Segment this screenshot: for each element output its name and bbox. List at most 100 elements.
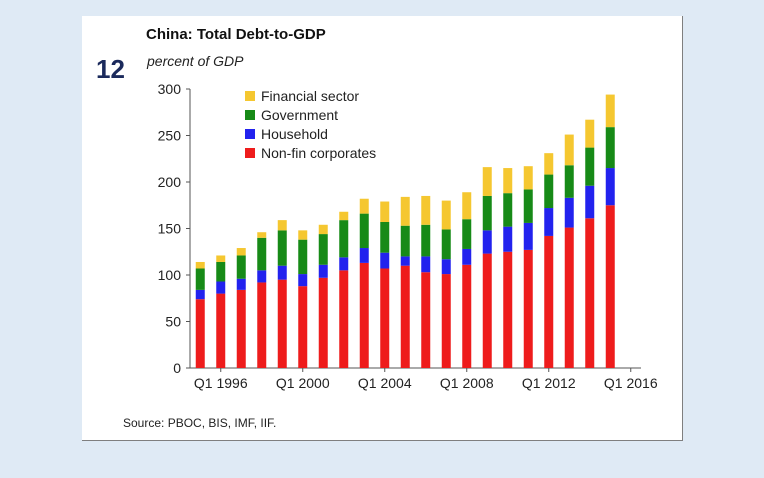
bar-financial-sector-2005: [400, 196, 410, 226]
legend-label: Financial sector: [261, 88, 359, 104]
bar-government-2000: [298, 239, 308, 275]
bar-financial-sector-1998: [257, 232, 267, 238]
bar-government-2011: [523, 189, 533, 223]
bar-non-fin-corporates-2001: [318, 277, 328, 368]
bar-government-2004: [380, 221, 390, 253]
bar-government-2005: [400, 225, 410, 257]
bar-household-1997: [236, 278, 246, 290]
y-tick-label: 0: [173, 360, 181, 376]
bar-household-1999: [277, 265, 287, 280]
x-tick-label: Q1 1996: [194, 375, 248, 391]
bar-household-2015: [605, 168, 615, 206]
bar-non-fin-corporates-2007: [441, 274, 451, 368]
bar-government-1998: [257, 237, 267, 271]
bar-financial-sector-2002: [339, 211, 349, 221]
bar-financial-sector-2011: [523, 166, 533, 190]
bar-non-fin-corporates-2015: [605, 205, 615, 368]
bar-government-2015: [605, 127, 615, 169]
bar-government-2009: [482, 195, 492, 231]
bar-non-fin-corporates-2000: [298, 286, 308, 368]
y-tick-label: 200: [158, 174, 182, 190]
bar-household-2010: [503, 226, 513, 252]
chart-subtitle: percent of GDP: [147, 53, 244, 69]
bar-household-2009: [482, 230, 492, 254]
y-tick-label: 250: [158, 128, 182, 144]
bar-financial-sector-1997: [236, 248, 246, 256]
bar-financial-sector-2008: [462, 192, 472, 220]
bar-government-1995: [195, 268, 205, 290]
bar-financial-sector-2015: [605, 94, 615, 128]
bar-non-fin-corporates-1997: [236, 289, 246, 368]
bar-financial-sector-1999: [277, 220, 287, 231]
bar-government-2013: [564, 165, 574, 198]
legend-swatch: [245, 91, 255, 101]
x-tick-label: Q1 2000: [276, 375, 330, 391]
bar-household-2001: [318, 264, 328, 278]
bar-financial-sector-2001: [318, 224, 328, 235]
bar-financial-sector-2000: [298, 230, 308, 240]
bar-household-1995: [195, 289, 205, 300]
bar-household-2007: [441, 259, 451, 275]
bar-government-2002: [339, 220, 349, 258]
bar-household-2006: [421, 256, 431, 273]
bar-non-fin-corporates-1999: [277, 279, 287, 368]
bar-financial-sector-2010: [503, 168, 513, 194]
bar-financial-sector-1995: [195, 261, 205, 269]
bar-non-fin-corporates-1995: [195, 299, 205, 368]
bar-non-fin-corporates-2003: [359, 262, 369, 368]
bar-government-2008: [462, 219, 472, 249]
source-note: Source: PBOC, BIS, IMF, IIF.: [123, 416, 277, 430]
bar-government-1997: [236, 255, 246, 279]
legend-swatch: [245, 148, 255, 158]
bar-non-fin-corporates-2011: [523, 249, 533, 368]
legend-label: Non-fin corporates: [261, 145, 376, 161]
x-tick-label: Q1 2016: [604, 375, 658, 391]
bar-household-1998: [257, 270, 267, 283]
bar-non-fin-corporates-2013: [564, 227, 574, 368]
bar-non-fin-corporates-2014: [585, 218, 595, 368]
bar-household-2014: [585, 185, 595, 219]
bar-non-fin-corporates-2009: [482, 253, 492, 368]
y-tick-label: 150: [158, 221, 182, 237]
bar-government-2014: [585, 147, 595, 186]
bar-household-2013: [564, 197, 574, 228]
bar-household-2011: [523, 222, 533, 250]
x-tick-label: Q1 2008: [440, 375, 494, 391]
y-tick-label: 300: [158, 81, 182, 97]
bar-government-2001: [318, 234, 328, 265]
bar-non-fin-corporates-2006: [421, 272, 431, 368]
bar-household-2000: [298, 274, 308, 287]
bar-household-2003: [359, 248, 369, 263]
bar-financial-sector-2012: [544, 153, 554, 175]
x-tick-label: Q1 2012: [522, 375, 576, 391]
bar-household-1996: [216, 281, 226, 294]
legend-label: Government: [261, 107, 338, 123]
bar-household-2004: [380, 252, 390, 269]
bar-household-2012: [544, 208, 554, 236]
bar-non-fin-corporates-2012: [544, 235, 554, 368]
bar-non-fin-corporates-2002: [339, 270, 349, 368]
bar-government-2007: [441, 229, 451, 260]
bar-financial-sector-2007: [441, 200, 451, 230]
bar-government-2012: [544, 174, 554, 209]
bar-financial-sector-2013: [564, 134, 574, 166]
bar-non-fin-corporates-1996: [216, 293, 226, 368]
bar-non-fin-corporates-2010: [503, 251, 513, 368]
bar-non-fin-corporates-2004: [380, 268, 390, 368]
bar-non-fin-corporates-1998: [257, 282, 267, 368]
bar-financial-sector-1996: [216, 255, 226, 262]
bar-household-2005: [400, 256, 410, 266]
chart-title: China: Total Debt-to-GDP: [146, 26, 326, 43]
bar-financial-sector-2009: [482, 167, 492, 196]
bar-financial-sector-2014: [585, 119, 595, 148]
bar-financial-sector-2003: [359, 198, 369, 214]
bar-non-fin-corporates-2008: [462, 264, 472, 368]
bar-government-2003: [359, 213, 369, 249]
bar-household-2008: [462, 248, 472, 265]
bar-non-fin-corporates-2005: [400, 265, 410, 368]
x-tick-label: Q1 2004: [358, 375, 412, 391]
legend-swatch: [245, 110, 255, 120]
bar-household-2002: [339, 257, 349, 271]
legend-swatch: [245, 129, 255, 139]
